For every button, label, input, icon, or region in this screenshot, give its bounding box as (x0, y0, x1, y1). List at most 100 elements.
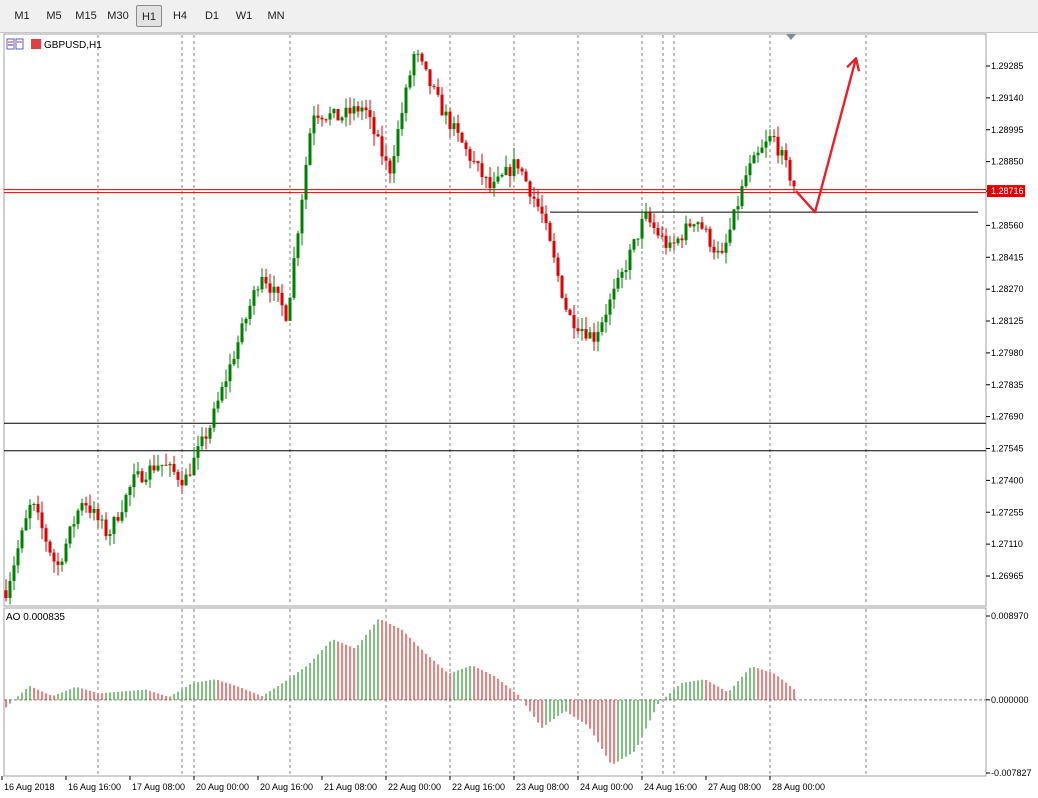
candle (260, 277, 264, 290)
candle (164, 464, 168, 466)
candle (240, 323, 244, 343)
candle (224, 381, 228, 387)
candle (100, 519, 104, 521)
candles (4, 49, 796, 605)
candle (444, 111, 448, 116)
time-tick-label: 28 Aug 00:00 (772, 782, 825, 792)
price-tick-label: 1.27690 (991, 412, 1024, 422)
candle (624, 270, 628, 272)
candle (420, 53, 424, 62)
candle (424, 61, 428, 70)
candle (736, 206, 740, 210)
candle (560, 275, 564, 298)
candle (264, 277, 268, 284)
candle (44, 528, 48, 542)
candle (248, 305, 252, 319)
candle (612, 288, 616, 300)
candle (408, 75, 412, 88)
candle (128, 486, 132, 495)
candle (120, 512, 124, 521)
time-tick-label: 22 Aug 00:00 (388, 782, 441, 792)
candle (600, 322, 604, 332)
timeframe-d1[interactable]: D1 (204, 10, 220, 22)
candle (452, 123, 456, 130)
candle (64, 543, 68, 562)
candle (104, 519, 108, 536)
candle (672, 242, 676, 244)
candle (4, 590, 8, 598)
timeframe-mn[interactable]: MN (267, 10, 285, 22)
candle (488, 177, 492, 188)
shift-marker-icon[interactable] (786, 34, 796, 40)
candle (140, 471, 144, 483)
candle (712, 246, 716, 253)
arrow-head-icon (846, 57, 861, 72)
candle (776, 136, 780, 156)
candle (432, 86, 436, 88)
candle (272, 286, 276, 293)
candle (56, 561, 60, 565)
candle (8, 580, 12, 598)
candle (180, 479, 184, 486)
candle (536, 198, 540, 207)
timeframe-h1[interactable]: H1 (136, 5, 162, 27)
candle (204, 436, 208, 439)
time-tick-label: 20 Aug 16:00 (260, 782, 313, 792)
candle (616, 277, 620, 289)
candle (76, 510, 80, 525)
candle (340, 117, 344, 121)
level-lines (4, 189, 986, 452)
candle (412, 54, 416, 76)
time-tick-label: 20 Aug 00:00 (196, 782, 249, 792)
price-tick-label: 1.28415 (991, 252, 1024, 262)
timeframe-m1[interactable]: M1 (14, 10, 30, 22)
candle (108, 534, 112, 536)
candle (576, 328, 580, 332)
candle (436, 86, 440, 95)
candle (684, 223, 688, 241)
candle (580, 328, 584, 332)
time-tick-label: 24 Aug 16:00 (644, 782, 697, 792)
candle (680, 238, 684, 241)
price-axis[interactable]: 1.29285 1.29140 1.28995 1.28850 1.28716 1.285… (986, 61, 1025, 581)
candle (52, 552, 56, 562)
price-tick-label: 1.29285 (991, 61, 1024, 71)
timeframe-w1[interactable]: W1 (235, 10, 253, 22)
candle (372, 117, 376, 135)
candle (496, 176, 500, 182)
candle (184, 474, 188, 486)
price-tick-label: 1.28270 (991, 284, 1024, 294)
candle (556, 257, 560, 276)
time-tick-label: 21 Aug 08:00 (324, 782, 377, 792)
candle (16, 548, 20, 566)
candle (552, 240, 556, 258)
candle (648, 212, 652, 223)
candle (428, 69, 432, 87)
candle (760, 147, 764, 153)
candle (692, 224, 696, 227)
candle (540, 206, 544, 214)
timeframe-h4[interactable]: H4 (172, 10, 188, 22)
candle (728, 229, 732, 243)
candle (652, 222, 656, 228)
timeframe-m15[interactable]: M15 (75, 10, 97, 22)
flag-icon (31, 39, 41, 49)
candle (696, 222, 700, 225)
candle (572, 315, 576, 329)
candle (336, 108, 340, 121)
candle (504, 166, 508, 175)
price-tick-label: 1.28125 (991, 316, 1024, 326)
candle (464, 142, 468, 150)
candle (228, 364, 232, 382)
candle (232, 358, 236, 365)
time-tick-label: 24 Aug 00:00 (580, 782, 633, 792)
timeframe-m30[interactable]: M30 (107, 10, 129, 22)
candle (148, 465, 152, 480)
candle (376, 134, 380, 137)
candle (144, 479, 148, 483)
candle (688, 223, 692, 227)
candle (440, 94, 444, 116)
timeframe-m5[interactable]: M5 (46, 10, 62, 22)
candle (256, 289, 260, 291)
chart-area[interactable]: 1.29285 1.29140 1.28995 1.28850 1.28716 1.285… (0, 32, 1038, 798)
